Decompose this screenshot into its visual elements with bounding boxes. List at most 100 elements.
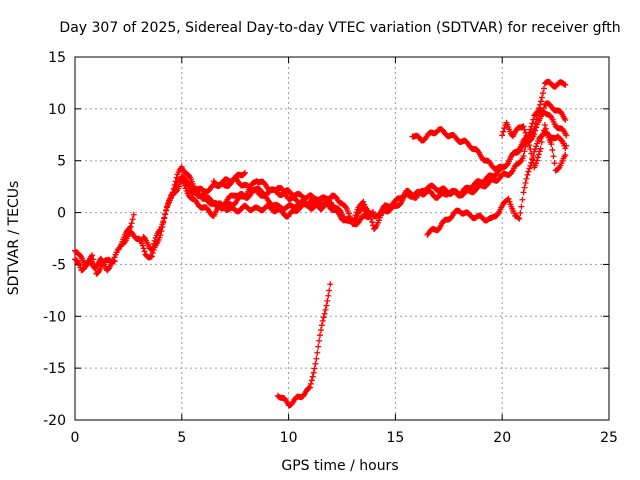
data-point (161, 214, 168, 221)
y-tick-label: -15 (43, 361, 66, 377)
data-point (541, 121, 548, 128)
data-point (531, 131, 538, 138)
data-point (148, 247, 155, 254)
data-point (324, 297, 331, 304)
data-point (525, 168, 532, 175)
data-point (327, 195, 334, 202)
data-point (537, 145, 544, 152)
data-point (520, 123, 527, 130)
data-point (164, 203, 171, 210)
data-point (530, 116, 537, 123)
data-point (528, 123, 535, 130)
data-point (517, 209, 524, 216)
data-point (499, 132, 506, 139)
data-point (523, 175, 530, 182)
data-point (77, 252, 84, 259)
data-point (529, 120, 536, 127)
data-point (149, 249, 156, 256)
data-point (150, 240, 157, 247)
data-point (538, 98, 545, 105)
data-point (521, 148, 528, 155)
chart-title: Day 307 of 2025, Sidereal Day-to-day VTE… (59, 20, 620, 36)
x-tick-label: 15 (386, 430, 404, 446)
data-point (563, 132, 570, 139)
data-point (241, 169, 248, 176)
data-point (323, 302, 330, 309)
data-point (520, 152, 527, 159)
data-point (372, 225, 379, 232)
data-point (505, 195, 512, 202)
data-point (319, 317, 326, 324)
y-tick-label: 0 (57, 206, 66, 222)
data-point (543, 129, 550, 136)
data-point (539, 133, 546, 140)
data-point (521, 126, 528, 133)
data-point (533, 124, 540, 131)
data-point (315, 343, 322, 350)
series-arc-10 (424, 128, 569, 238)
data-point (562, 152, 569, 159)
series-arc-8 (274, 281, 334, 409)
data-point (523, 132, 530, 139)
data-point (308, 377, 315, 384)
data-point (533, 157, 540, 164)
data-series (72, 78, 570, 409)
data-point (369, 219, 376, 226)
data-point (128, 220, 135, 227)
y-tick-label: 15 (48, 50, 66, 66)
data-point (555, 165, 562, 172)
data-point (534, 154, 541, 161)
x-axis-label: GPS time / hours (281, 458, 398, 474)
data-point (314, 349, 321, 356)
data-point (160, 218, 167, 225)
data-point (90, 256, 97, 263)
data-point (542, 125, 549, 132)
data-point (500, 128, 507, 135)
data-point (89, 252, 96, 259)
data-point (172, 188, 179, 195)
data-point (501, 125, 508, 132)
data-point (91, 261, 98, 268)
data-point (129, 216, 136, 223)
data-point (539, 108, 546, 115)
data-point (326, 287, 333, 294)
data-point (139, 242, 146, 249)
data-point (529, 155, 536, 162)
data-point (159, 221, 166, 228)
data-point (527, 126, 534, 133)
data-point (519, 196, 526, 203)
data-point (370, 209, 377, 216)
data-point (321, 310, 328, 317)
data-point (525, 138, 532, 145)
series-arc-11 (499, 119, 569, 174)
data-point (312, 360, 319, 367)
data-point (550, 153, 557, 160)
data-point (240, 171, 247, 178)
data-point (140, 245, 147, 252)
data-point (148, 253, 155, 260)
y-tick-label: -20 (43, 413, 66, 429)
data-point (310, 369, 317, 376)
data-point (518, 203, 525, 210)
data-point (524, 135, 531, 142)
x-tick-label: 0 (71, 430, 80, 446)
data-point (524, 171, 531, 178)
data-point (526, 142, 533, 149)
data-point (522, 180, 529, 187)
x-tick-label: 20 (493, 430, 511, 446)
data-point (540, 85, 547, 92)
data-point (325, 292, 332, 299)
data-point (562, 145, 569, 152)
data-point (317, 332, 324, 339)
data-point (141, 248, 148, 255)
y-axis-label: SDTVAR / TECUs (6, 181, 22, 296)
data-point (538, 139, 545, 146)
data-point (322, 306, 329, 313)
data-point (526, 165, 533, 172)
data-point (521, 184, 528, 191)
data-point (162, 210, 169, 217)
data-point (306, 384, 313, 391)
y-tick-label: 5 (57, 154, 66, 170)
data-point (533, 160, 540, 167)
axis-ticks: 0 5 10 15 20 25 -20 -15 -10 -5 0 5 10 15 (43, 50, 618, 446)
